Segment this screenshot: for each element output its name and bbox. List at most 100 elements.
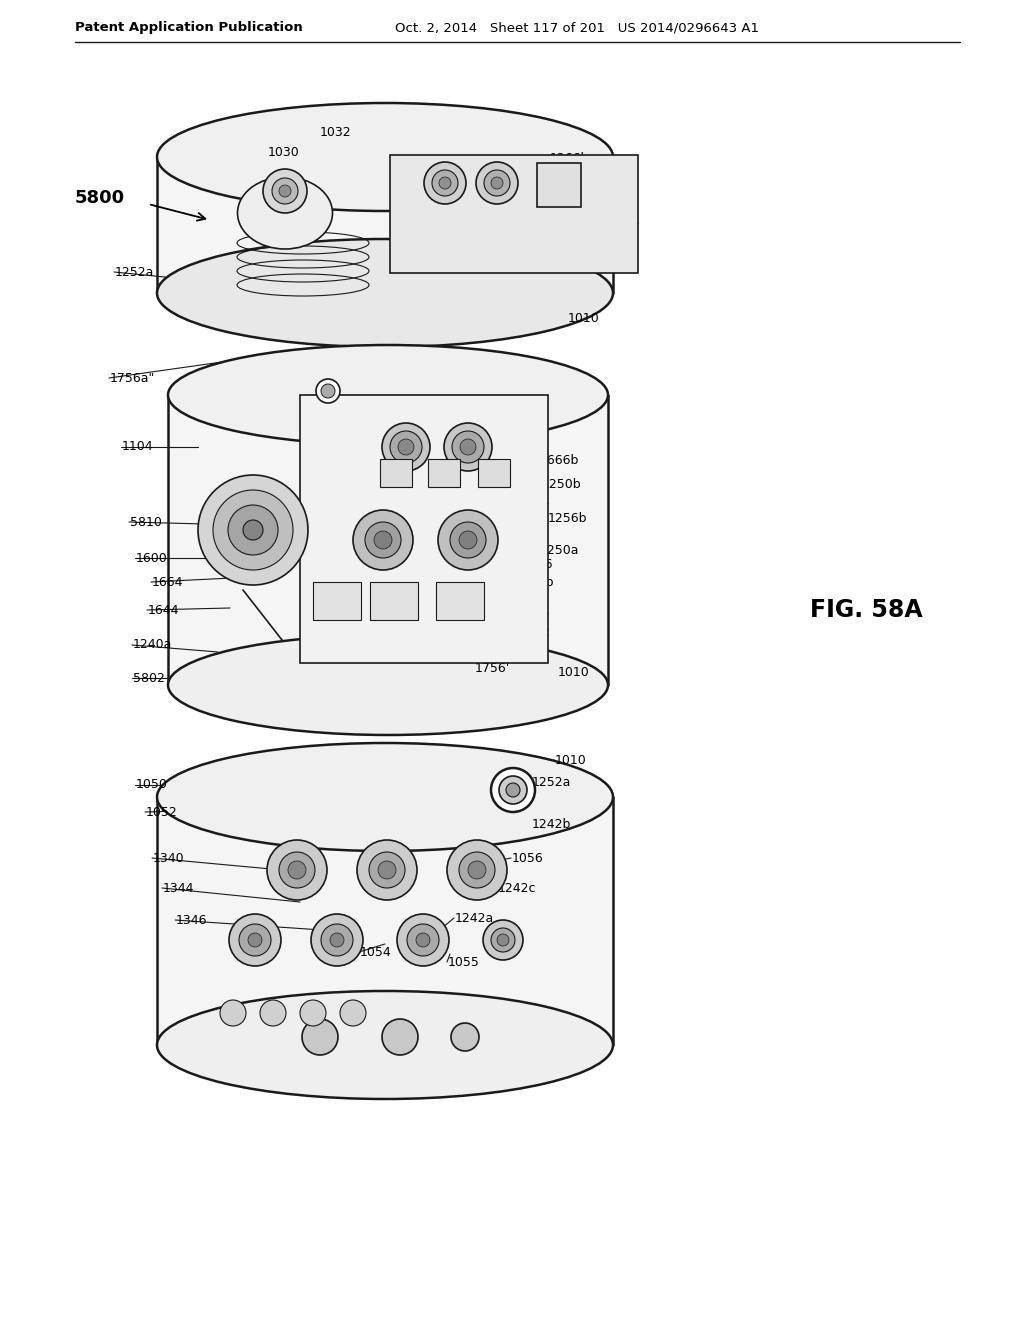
Circle shape bbox=[439, 177, 451, 189]
Text: 1250a: 1250a bbox=[540, 544, 580, 557]
Circle shape bbox=[450, 521, 486, 558]
Circle shape bbox=[321, 924, 353, 956]
Circle shape bbox=[476, 162, 518, 205]
Text: 1756a": 1756a" bbox=[110, 371, 156, 384]
Text: 1346: 1346 bbox=[176, 913, 208, 927]
Text: 1116: 1116 bbox=[522, 558, 554, 572]
Ellipse shape bbox=[168, 635, 608, 735]
Text: 1340: 1340 bbox=[153, 851, 184, 865]
Circle shape bbox=[459, 531, 477, 549]
Circle shape bbox=[506, 783, 520, 797]
Circle shape bbox=[490, 768, 535, 812]
Circle shape bbox=[239, 924, 271, 956]
Circle shape bbox=[321, 384, 335, 399]
Bar bbox=[436, 582, 484, 620]
Text: 1220b: 1220b bbox=[234, 488, 274, 502]
Circle shape bbox=[483, 920, 523, 960]
Ellipse shape bbox=[157, 991, 613, 1100]
Text: 1252a: 1252a bbox=[115, 265, 155, 279]
Circle shape bbox=[213, 490, 293, 570]
Circle shape bbox=[243, 520, 263, 540]
Text: Oct. 2, 2014   Sheet 117 of 201   US 2014/0296643 A1: Oct. 2, 2014 Sheet 117 of 201 US 2014/02… bbox=[395, 21, 759, 34]
Text: 1756': 1756' bbox=[475, 661, 510, 675]
Circle shape bbox=[447, 840, 507, 900]
Circle shape bbox=[390, 432, 422, 463]
Circle shape bbox=[416, 933, 430, 946]
Text: 1644: 1644 bbox=[148, 603, 179, 616]
Circle shape bbox=[353, 510, 413, 570]
Circle shape bbox=[248, 933, 262, 946]
Circle shape bbox=[490, 177, 503, 189]
Bar bbox=[380, 459, 412, 487]
Text: 1666b: 1666b bbox=[540, 454, 580, 466]
Circle shape bbox=[220, 1001, 246, 1026]
Text: 5800: 5800 bbox=[75, 189, 125, 207]
Text: 1104: 1104 bbox=[122, 441, 154, 454]
Text: Patent Application Publication: Patent Application Publication bbox=[75, 21, 303, 34]
Circle shape bbox=[288, 861, 306, 879]
Text: 5810: 5810 bbox=[130, 516, 162, 528]
Circle shape bbox=[438, 510, 498, 570]
Circle shape bbox=[398, 440, 414, 455]
Circle shape bbox=[229, 913, 281, 966]
Circle shape bbox=[228, 506, 278, 554]
Ellipse shape bbox=[157, 239, 613, 347]
Circle shape bbox=[300, 1001, 326, 1026]
Text: 1266b: 1266b bbox=[550, 152, 590, 165]
Text: FIG. 58A: FIG. 58A bbox=[810, 598, 923, 622]
Circle shape bbox=[357, 840, 417, 900]
Text: 1242a: 1242a bbox=[455, 912, 495, 924]
Polygon shape bbox=[168, 395, 608, 685]
Circle shape bbox=[302, 1019, 338, 1055]
Text: 1240a: 1240a bbox=[133, 639, 172, 652]
Circle shape bbox=[484, 170, 510, 195]
Text: 1240b: 1240b bbox=[515, 576, 555, 589]
Text: 1010: 1010 bbox=[568, 312, 600, 325]
Text: 1252a: 1252a bbox=[532, 776, 571, 788]
Circle shape bbox=[499, 776, 527, 804]
Text: 1256b: 1256b bbox=[548, 511, 588, 524]
Text: 1240c: 1240c bbox=[512, 626, 551, 639]
Circle shape bbox=[460, 440, 476, 455]
Circle shape bbox=[260, 1001, 286, 1026]
Text: 1054: 1054 bbox=[360, 945, 392, 958]
Circle shape bbox=[311, 913, 362, 966]
Bar bbox=[370, 582, 418, 620]
Circle shape bbox=[316, 379, 340, 403]
Circle shape bbox=[272, 178, 298, 205]
Circle shape bbox=[279, 851, 315, 888]
Text: 1010: 1010 bbox=[555, 754, 587, 767]
Bar bbox=[300, 395, 548, 663]
Circle shape bbox=[382, 422, 430, 471]
Text: 1010: 1010 bbox=[558, 665, 590, 678]
Text: 1252b: 1252b bbox=[550, 198, 590, 211]
Text: 1664: 1664 bbox=[152, 576, 183, 589]
Text: 1600: 1600 bbox=[136, 552, 168, 565]
Circle shape bbox=[459, 851, 495, 888]
Text: 1236: 1236 bbox=[495, 602, 526, 615]
Text: 1242c: 1242c bbox=[498, 882, 537, 895]
Circle shape bbox=[263, 169, 307, 213]
Circle shape bbox=[407, 924, 439, 956]
Text: 1250b: 1250b bbox=[542, 479, 582, 491]
Circle shape bbox=[382, 1019, 418, 1055]
Circle shape bbox=[452, 432, 484, 463]
Circle shape bbox=[432, 170, 458, 195]
Text: 1056: 1056 bbox=[512, 851, 544, 865]
Text: 1344: 1344 bbox=[163, 882, 195, 895]
Circle shape bbox=[374, 531, 392, 549]
Polygon shape bbox=[157, 797, 613, 1045]
Text: 5802: 5802 bbox=[133, 672, 165, 685]
Circle shape bbox=[444, 422, 492, 471]
Circle shape bbox=[279, 185, 291, 197]
Circle shape bbox=[490, 928, 515, 952]
Circle shape bbox=[497, 935, 509, 946]
Circle shape bbox=[198, 475, 308, 585]
Text: 1050: 1050 bbox=[136, 779, 168, 792]
Polygon shape bbox=[157, 157, 613, 293]
Text: 1756": 1756" bbox=[535, 242, 572, 255]
Ellipse shape bbox=[168, 345, 608, 445]
Text: 1032: 1032 bbox=[319, 125, 351, 139]
Circle shape bbox=[424, 162, 466, 205]
Ellipse shape bbox=[238, 177, 333, 249]
